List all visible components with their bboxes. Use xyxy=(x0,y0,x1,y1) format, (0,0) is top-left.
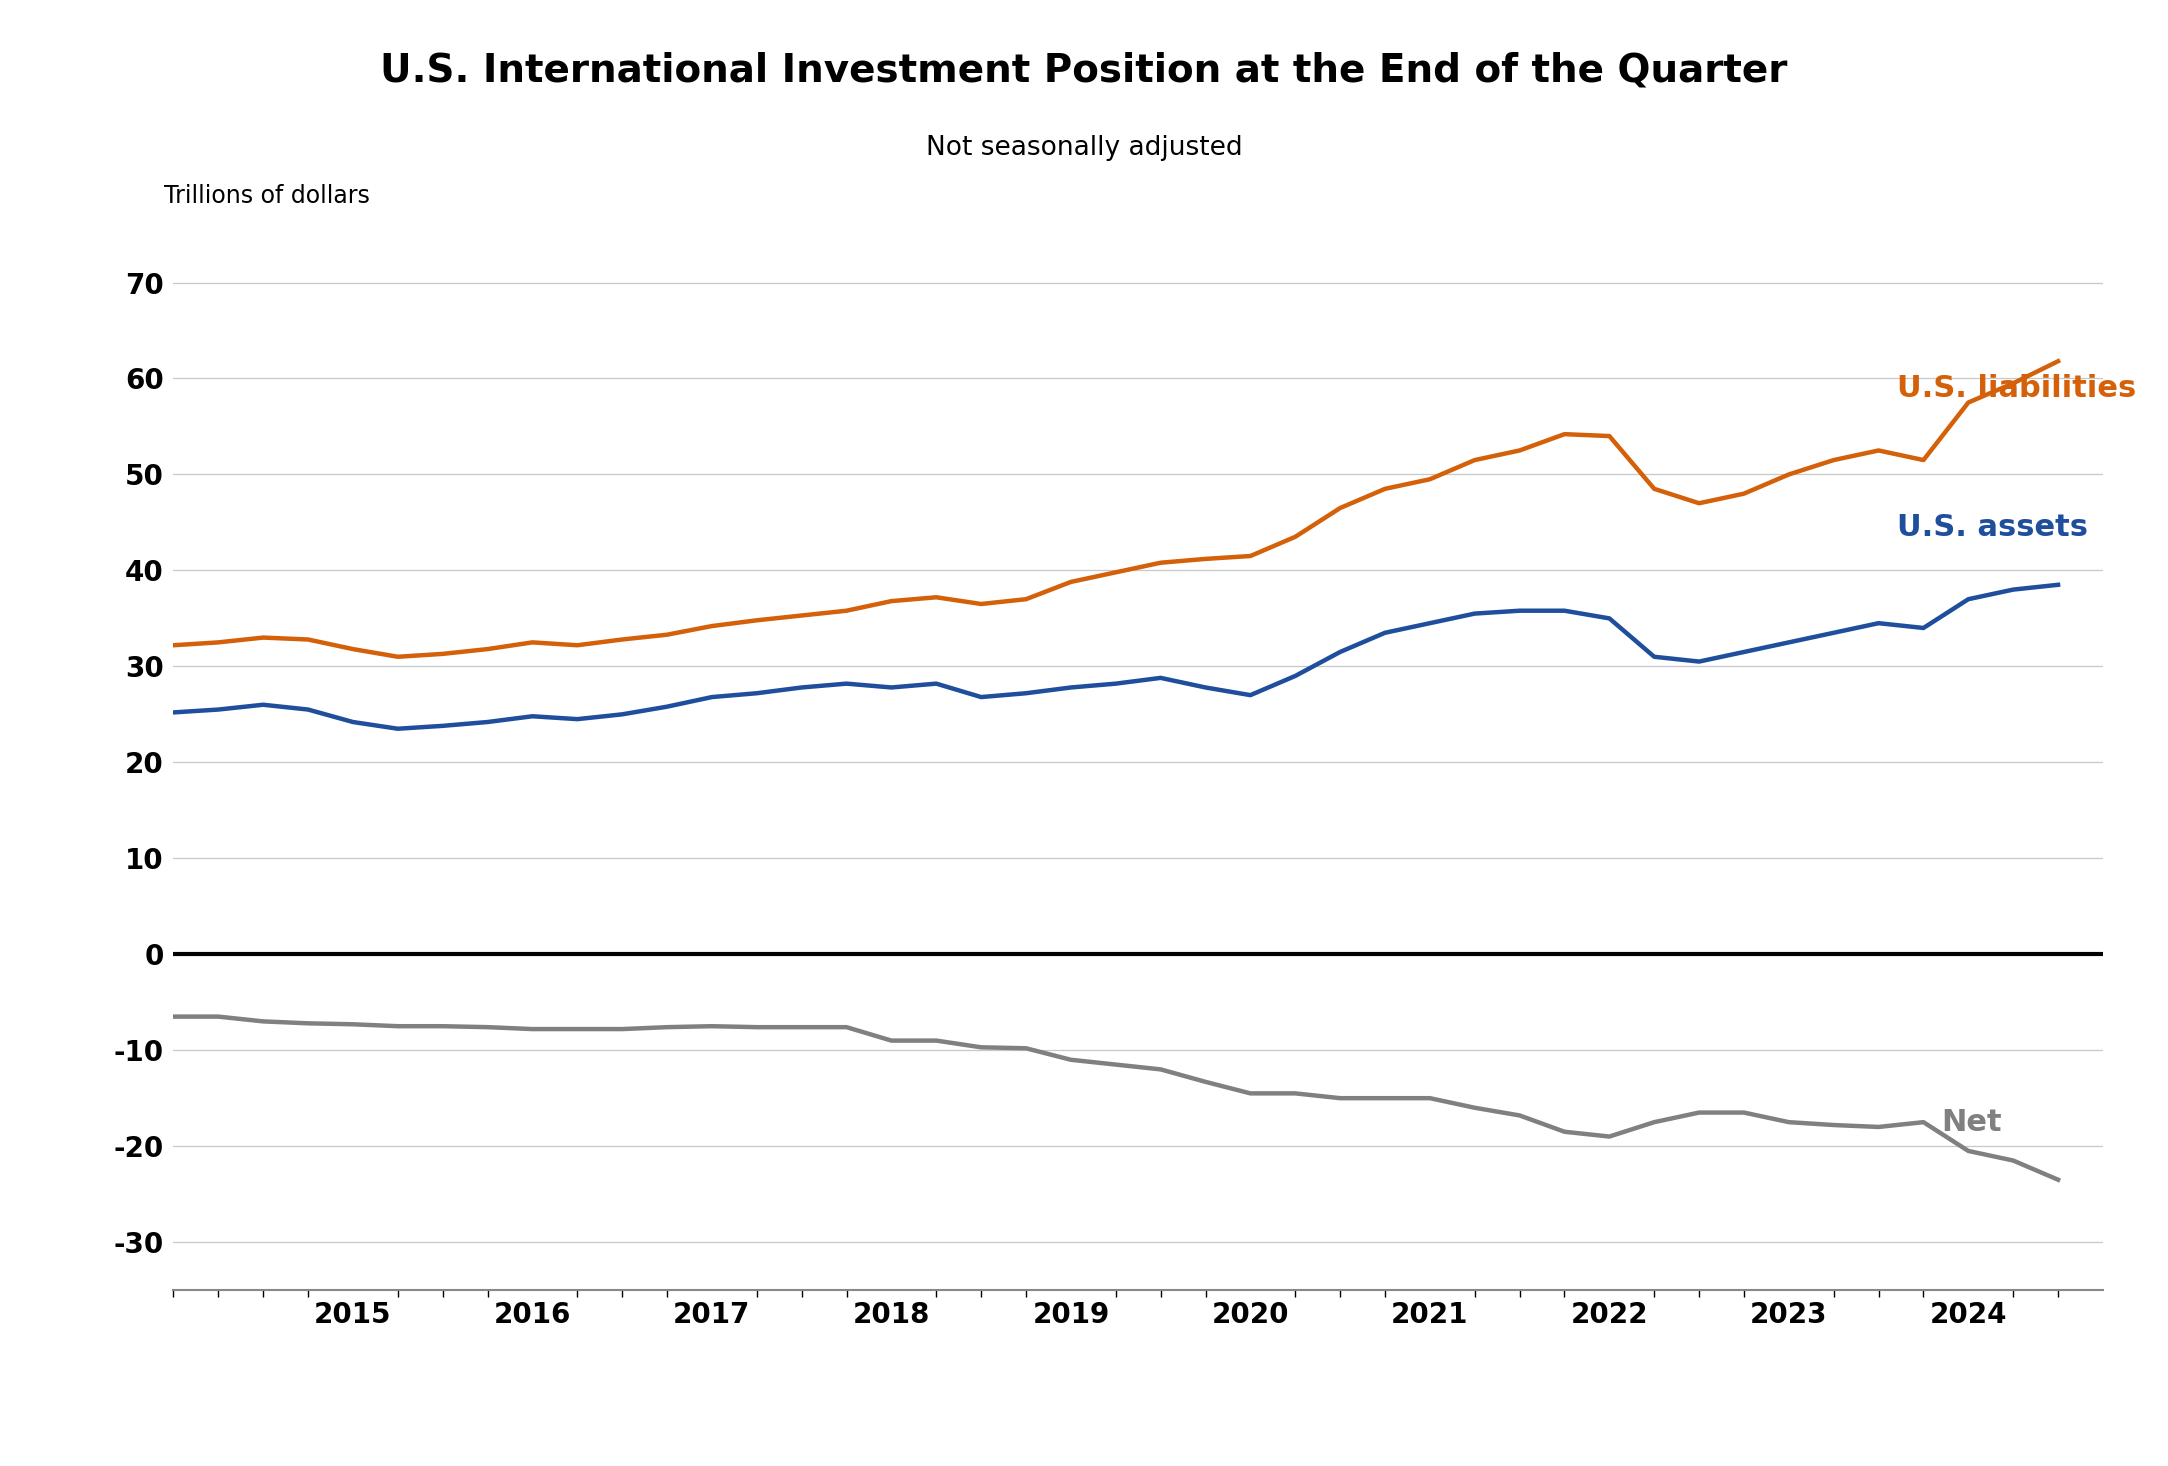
Text: U.S. liabilities: U.S. liabilities xyxy=(1897,374,2135,403)
Text: U.S. International Investment Position at the End of the Quarter: U.S. International Investment Position a… xyxy=(379,51,1789,89)
Text: U.S. assets: U.S. assets xyxy=(1897,513,2088,542)
Text: Not seasonally adjusted: Not seasonally adjusted xyxy=(926,135,1242,161)
Text: Trillions of dollars: Trillions of dollars xyxy=(165,185,371,208)
Text: Net: Net xyxy=(1940,1108,2001,1136)
